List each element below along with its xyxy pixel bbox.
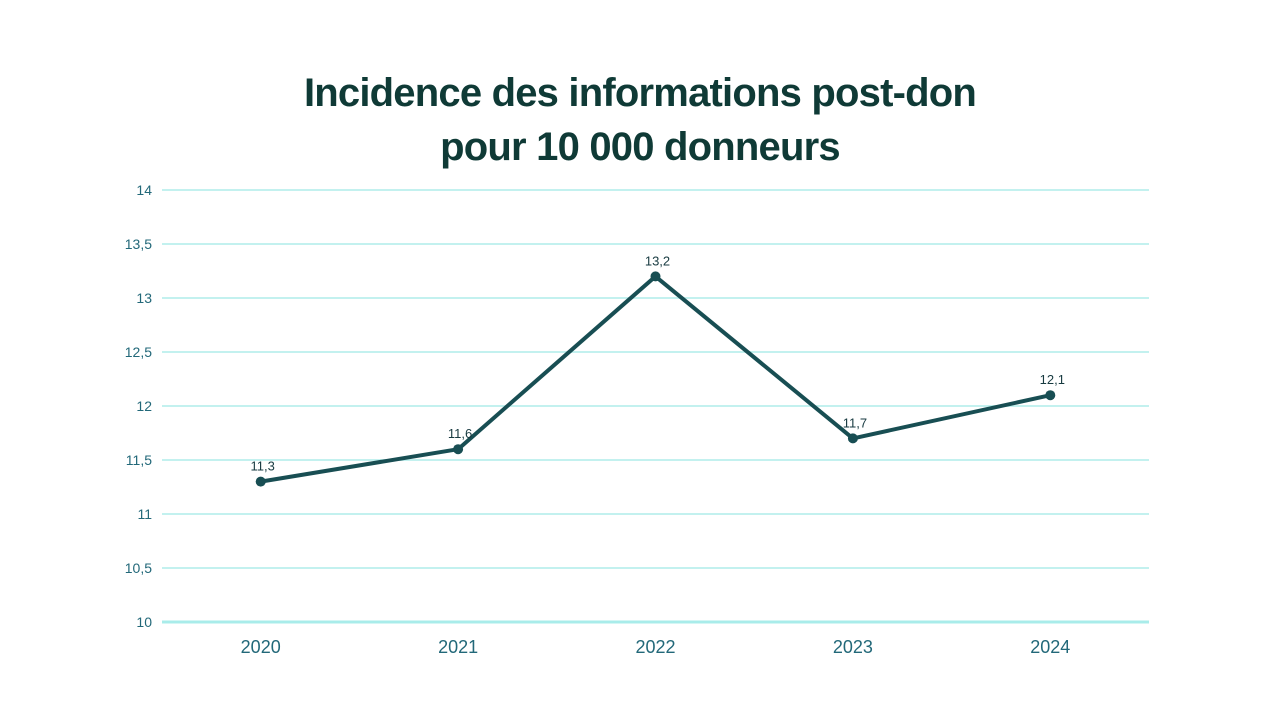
x-tick-label: 2022: [635, 637, 675, 657]
chart-title-line2: pour 10 000 donneurs: [440, 125, 840, 169]
y-tick-label: 11,5: [126, 452, 152, 468]
data-point-marker: [255, 476, 266, 487]
y-tick-label: 13,5: [125, 236, 152, 252]
data-point-label: 12,1: [1040, 372, 1065, 387]
x-tick-label: 2024: [1030, 637, 1070, 657]
data-point-label: 11,3: [251, 459, 275, 474]
chart-title-line1: Incidence des informations post-don: [303, 71, 977, 115]
data-point-label: 11,6: [448, 426, 472, 441]
data-point-marker: [847, 433, 858, 444]
x-tick-label: 2020: [241, 637, 281, 657]
y-tick-label: 12,5: [125, 344, 152, 360]
y-tick-label: 10: [136, 614, 152, 630]
x-tick-label: 2023: [833, 637, 873, 657]
chart-title: Incidence des informations post-don pour…: [0, 66, 1280, 174]
data-point-marker: [453, 444, 464, 455]
data-point-marker: [1045, 390, 1056, 401]
data-line: [258, 274, 1053, 484]
data-point-marker: [650, 271, 661, 282]
data-point-label: 13,2: [645, 253, 670, 268]
x-tick-label: 2021: [438, 637, 478, 657]
data-point-label: 11,7: [843, 415, 867, 430]
y-tick-label: 10,5: [125, 560, 152, 576]
y-tick-label: 12: [136, 398, 152, 414]
y-tick-label: 11: [137, 506, 152, 522]
y-tick-label: 14: [136, 182, 152, 198]
y-tick-label: 13: [136, 290, 152, 306]
